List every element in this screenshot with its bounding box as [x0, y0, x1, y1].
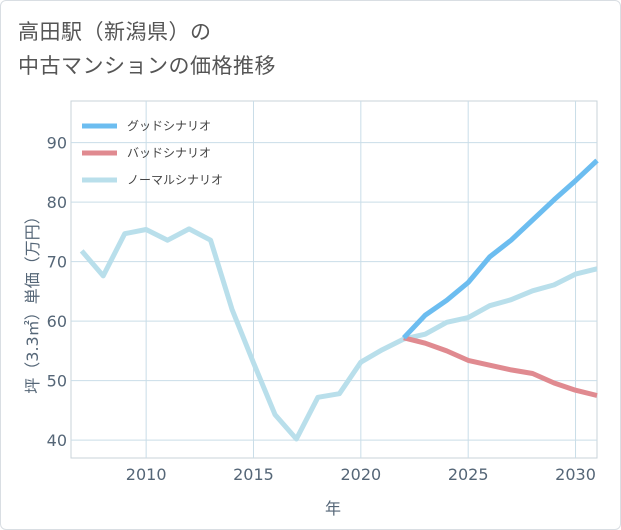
y-tick-label: 40: [47, 431, 67, 450]
x-tick-label: 2030: [555, 465, 596, 484]
series-line-2: [79, 226, 598, 442]
chart-title-line-2: 中古マンションの価格推移: [18, 54, 276, 78]
y-tick-label: 50: [47, 372, 67, 391]
x-tick-label: 2010: [126, 465, 167, 484]
series-line-0: [401, 158, 599, 340]
y-axis-label: 坪（3.3㎡）単価（万円）: [23, 208, 42, 393]
axis-ticks: 2010 2015 2020 2025 2030 40 50 60 70 80 90: [47, 134, 596, 484]
y-tick-label: 70: [47, 253, 67, 272]
y-tick-label: 80: [47, 193, 67, 212]
x-tick-label: 2020: [340, 465, 381, 484]
x-tick-label: 2025: [448, 465, 489, 484]
plot-frame: [70, 100, 598, 459]
y-tick-label: 60: [47, 312, 67, 331]
chart-title: 高田駅（新潟県）の 中古マンションの価格推移: [18, 15, 276, 83]
legend-label-2: ノーマルシナリオ: [127, 173, 223, 187]
plot-area: [70, 100, 598, 459]
chart-title-line-1: 高田駅（新潟県）の: [18, 20, 212, 44]
series-line-1: [403, 335, 598, 398]
x-tick-label: 2015: [233, 465, 274, 484]
x-axis-label: 年: [325, 499, 341, 518]
y-tick-label: 90: [47, 134, 67, 153]
legend-label-1: バッドシナリオ: [127, 146, 211, 160]
series-layer: [79, 158, 599, 442]
legend-label-0: グッドシナリオ: [127, 119, 211, 133]
